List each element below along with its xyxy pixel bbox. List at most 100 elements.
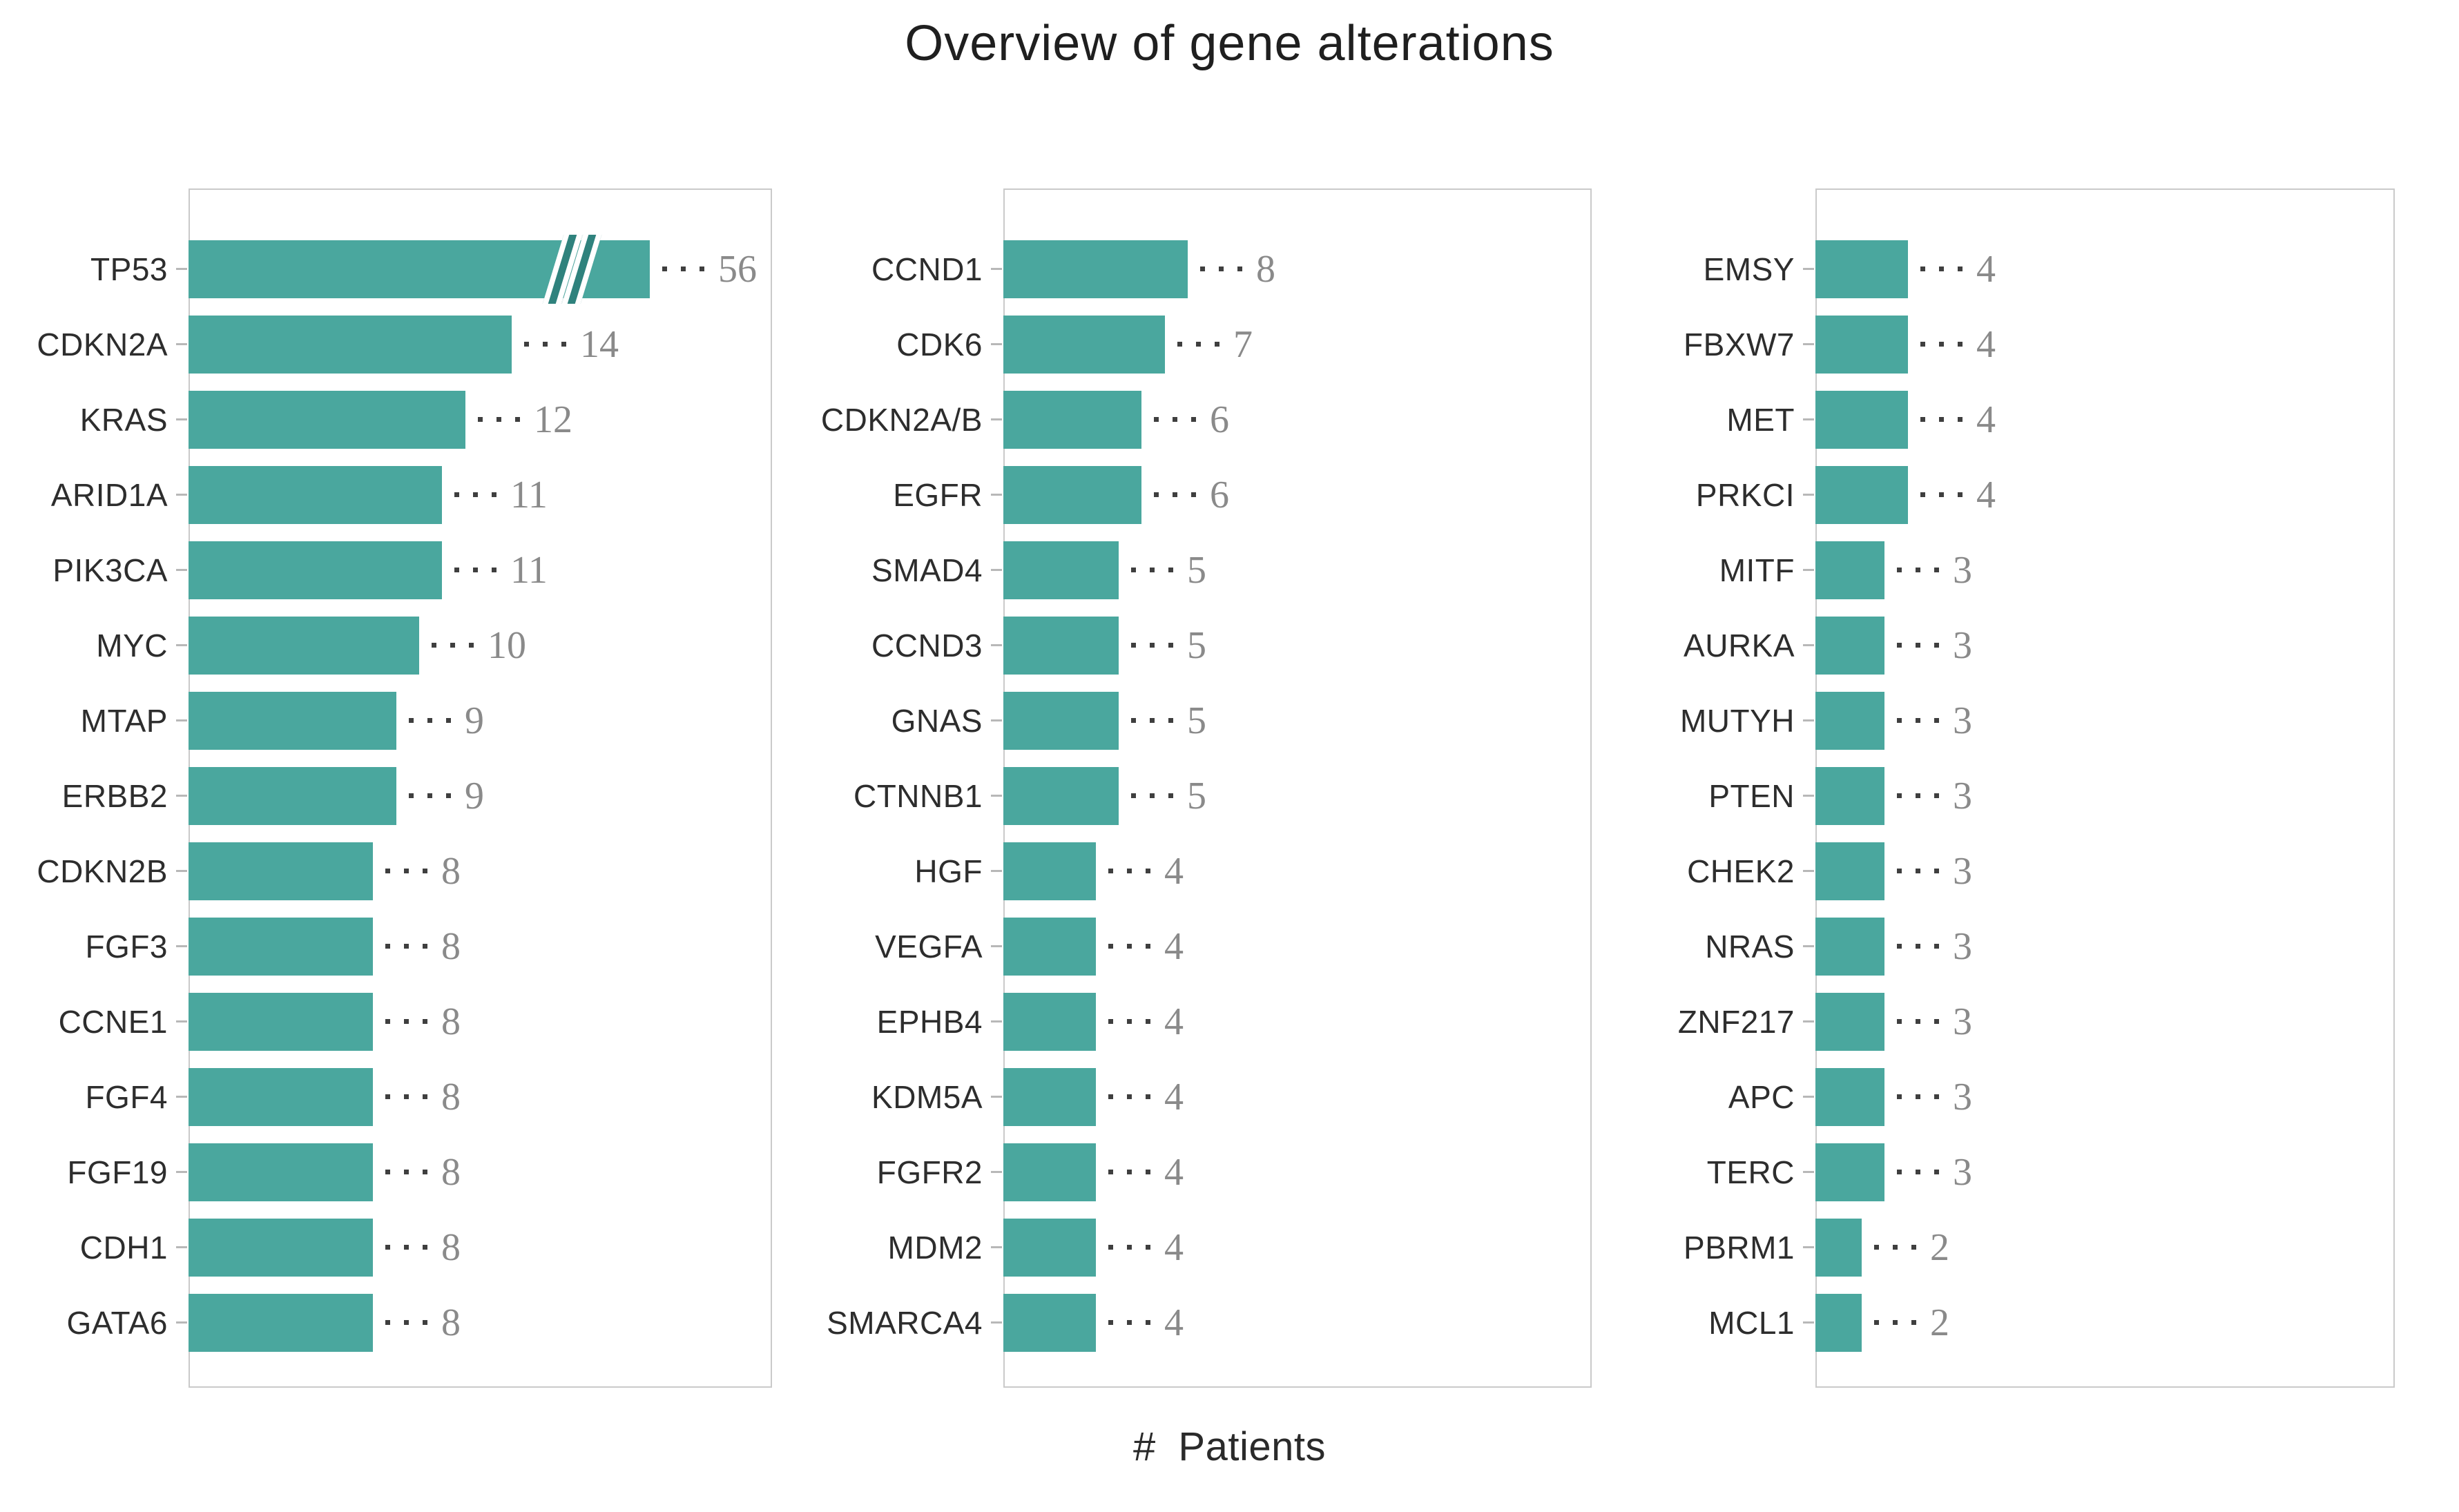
leader-dot — [1897, 568, 1902, 572]
bar-row: VEGFA 4 — [772, 909, 1592, 984]
leader-dot — [1920, 342, 1925, 347]
dot-leader-icon — [432, 643, 474, 648]
bar — [1815, 917, 1884, 976]
value-label: 4 — [1976, 473, 1996, 516]
leader-dot — [1958, 266, 1963, 271]
leader-dot — [1108, 1320, 1113, 1325]
bar-row: CDH1 8 — [0, 1210, 772, 1285]
value-label: 4 — [1976, 322, 1996, 366]
gene-label: TERC — [1592, 1134, 1815, 1210]
bar-row: AURKA 3 — [1592, 608, 2395, 683]
bar — [189, 917, 373, 976]
bar-row: CCND3 5 — [772, 608, 1592, 683]
gene-label: EMSY — [1592, 231, 1815, 307]
leader-dot — [1150, 643, 1155, 648]
gene-label: VEGFA — [772, 909, 1003, 984]
leader-dot — [1874, 1320, 1879, 1325]
gene-label: EGFR — [772, 457, 1003, 532]
leader-dot — [1168, 568, 1173, 572]
leader-dot — [423, 1245, 427, 1250]
gene-label: GATA6 — [0, 1285, 189, 1360]
leader-dot — [1127, 1245, 1132, 1250]
bar — [189, 691, 396, 750]
gene-label: MET — [1592, 382, 1815, 457]
leader-dot — [409, 793, 414, 798]
gene-label: PTEN — [1592, 758, 1815, 833]
gene-label: CCNE1 — [0, 984, 189, 1059]
value-label: 12 — [534, 398, 572, 441]
gene-label: FGFR2 — [772, 1134, 1003, 1210]
bar-track: 8 — [189, 1293, 772, 1352]
dot-leader-icon — [385, 1094, 427, 1099]
dot-leader-icon — [662, 266, 704, 271]
bar-track: 11 — [189, 541, 772, 599]
value-label: 4 — [1164, 1301, 1184, 1344]
leader-dot — [404, 1320, 409, 1325]
bar — [1003, 766, 1119, 825]
leader-dot — [515, 417, 520, 422]
value-label: 4 — [1164, 1225, 1184, 1269]
bar-row: APC 3 — [1592, 1059, 2395, 1134]
bar — [1003, 691, 1119, 750]
leader-dot — [1237, 266, 1242, 271]
bar — [189, 234, 650, 304]
bar-track: 8 — [189, 1218, 772, 1277]
leader-dot — [1939, 417, 1944, 422]
bar-track: 3 — [1815, 616, 2395, 675]
leader-dot — [1146, 944, 1150, 949]
leader-dot — [1920, 417, 1925, 422]
leader-dot — [1200, 266, 1205, 271]
dot-leader-icon — [1108, 1094, 1150, 1099]
bar-row: KRAS 12 — [0, 382, 772, 457]
tick-mark — [1803, 568, 1814, 571]
bar — [1815, 1143, 1884, 1201]
gene-label: CDH1 — [0, 1210, 189, 1285]
leader-dot — [1916, 568, 1920, 572]
bar — [1003, 1143, 1096, 1201]
gene-label: ARID1A — [0, 457, 189, 532]
bar-row: PIK3CA 11 — [0, 532, 772, 608]
bar — [1003, 315, 1165, 374]
leader-dot — [1934, 1019, 1939, 1024]
gene-label: CHEK2 — [1592, 833, 1815, 909]
leader-dot — [404, 1019, 409, 1024]
gene-label: SMAD4 — [772, 532, 1003, 608]
tick-mark — [176, 267, 187, 270]
leader-dot — [1173, 417, 1177, 422]
tick-mark — [1803, 794, 1814, 797]
bar-track: 9 — [189, 691, 772, 750]
tick-mark — [991, 869, 1002, 872]
value-label: 3 — [1953, 849, 1972, 893]
leader-dot — [423, 1019, 427, 1024]
leader-dot — [1127, 944, 1132, 949]
dot-leader-icon — [1897, 1019, 1939, 1024]
bar-track: 5 — [1003, 541, 1592, 599]
bar — [189, 1143, 373, 1201]
bar-track: 4 — [1815, 315, 2395, 374]
bar-row: PTEN 3 — [1592, 758, 2395, 833]
leader-dot — [1958, 417, 1963, 422]
bar-row: ARID1A 11 — [0, 457, 772, 532]
bar-track: 56 — [189, 234, 772, 304]
value-label: 3 — [1953, 774, 1972, 817]
tick-mark — [1803, 1170, 1814, 1173]
dot-leader-icon — [1154, 417, 1196, 422]
leader-dot — [1874, 1245, 1879, 1250]
tick-mark — [991, 493, 1002, 496]
value-label: 4 — [1976, 247, 1996, 291]
bar — [189, 1067, 373, 1126]
leader-dot — [1916, 1170, 1920, 1174]
gene-label: FBXW7 — [1592, 307, 1815, 382]
leader-dot — [450, 643, 455, 648]
bar-track: 5 — [1003, 691, 1592, 750]
axis-break-icon — [542, 234, 602, 304]
bar — [1815, 842, 1884, 900]
dot-leader-icon — [1897, 944, 1939, 949]
tick-mark — [176, 1321, 187, 1324]
chart-panel-1: TP53 56 CDKN2A 14 KRAS 12 ARID1A 11 PIK3CA 11 MYC 1… — [0, 188, 772, 1388]
bar-row: ZNF217 3 — [1592, 984, 2395, 1059]
tick-mark — [1803, 342, 1814, 345]
x-axis-label: # Patients — [1133, 1424, 1326, 1469]
leader-dot — [385, 1170, 390, 1174]
tick-mark — [991, 1020, 1002, 1022]
